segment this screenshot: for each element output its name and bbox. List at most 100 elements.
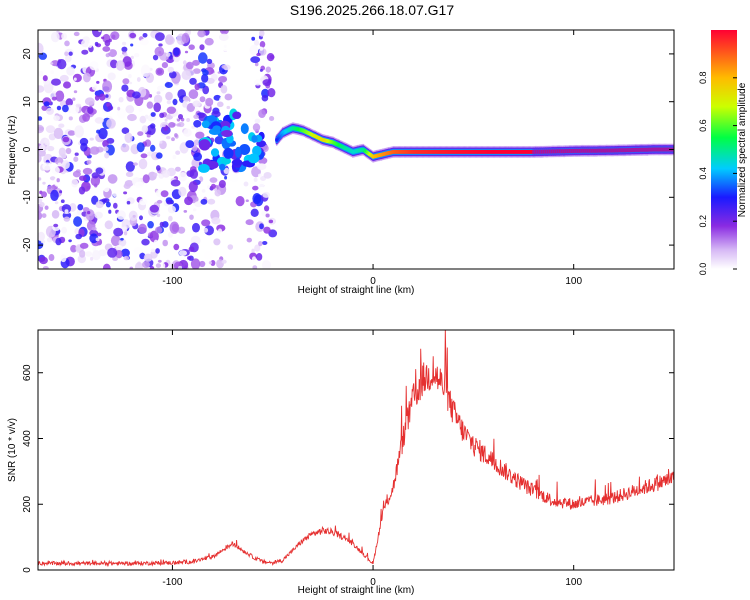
- colorbar-label: Normalized spectral amplitude: [737, 82, 748, 217]
- spectrogram-blob: [182, 60, 187, 65]
- spectrogram-blob: [201, 189, 206, 193]
- spectrogram-blob: [59, 74, 69, 82]
- spectrogram-ridge-core: [411, 150, 413, 154]
- spectrogram-blob: [146, 101, 154, 109]
- y-tick-label: -10: [22, 190, 33, 205]
- spectrogram-blob: [147, 221, 154, 229]
- spectrogram-blob: [47, 145, 55, 152]
- spectrogram-ridge-core: [291, 127, 294, 130]
- spectrogram-blob: [98, 127, 108, 140]
- spectrogram-blob: [223, 44, 227, 49]
- spectrogram-blob: [219, 163, 226, 171]
- spectrogram-blob: [165, 91, 173, 101]
- spectrogram-blob: [65, 147, 72, 155]
- spectrogram-ridge-core: [501, 150, 503, 154]
- spectrogram-blob: [166, 52, 171, 57]
- spectrogram-ridge-core: [440, 150, 442, 154]
- spectrogram-blob: [221, 129, 233, 138]
- spectrogram-ridge-core: [465, 150, 467, 154]
- spectrogram-ridge-core: [461, 150, 463, 154]
- spectrogram-ridge-core: [383, 153, 385, 156]
- spectrogram-ridge-core: [439, 150, 441, 154]
- spectrogram-blob: [150, 112, 156, 117]
- spectrogram-blob: [249, 44, 259, 56]
- spectrogram-blob: [256, 52, 261, 57]
- spectrogram-blob: [68, 116, 73, 121]
- spectrogram-ridge-core: [427, 150, 429, 154]
- spectrogram-blob: [156, 91, 161, 95]
- spectrogram-blob: [132, 214, 136, 218]
- spectrogram-ridge-core: [442, 150, 444, 154]
- spectrogram-blob: [38, 211, 43, 220]
- spectrogram-blob: [247, 153, 260, 164]
- spectrogram-blob: [174, 133, 178, 138]
- spectrogram-ridge-core: [485, 150, 487, 154]
- spectrogram-blob: [168, 122, 176, 128]
- spectrogram-blob: [96, 80, 100, 84]
- spectrogram-blob: [169, 55, 173, 60]
- spectrogram-blob: [219, 33, 229, 41]
- spectrogram-blob: [102, 80, 113, 93]
- spectrogram-blob: [193, 114, 199, 119]
- spectrogram-blob: [73, 216, 83, 227]
- spectrogram-blob: [198, 52, 208, 64]
- spectrogram-blob: [203, 227, 209, 233]
- spectrogram-blob: [204, 225, 215, 236]
- spectrogram-ridge-core: [478, 150, 480, 154]
- spectrogram-ridge-core: [376, 154, 378, 158]
- spectrogram-blob: [48, 254, 55, 261]
- spectrogram-blob: [110, 235, 121, 247]
- spectrogram-ridge-core: [414, 150, 416, 154]
- spectrogram-blob: [130, 43, 134, 47]
- spectrogram-blob: [76, 208, 82, 216]
- spectrogram-blob: [189, 169, 199, 179]
- spectrogram-blob: [210, 148, 220, 157]
- spectrogram-ridge-core: [513, 150, 515, 154]
- snr-panel: -100 0 100 0 200 400 600 Height of straight l…: [7, 329, 675, 596]
- spectrogram-ridge-core: [373, 155, 375, 158]
- spectrogram-blob: [201, 120, 210, 129]
- spectrogram-ridge-core: [477, 150, 479, 154]
- spectrogram-blob: [203, 251, 213, 260]
- spectrogram-blob: [161, 62, 168, 69]
- spectrogram-blob: [132, 91, 141, 99]
- spectrogram-blob: [74, 152, 79, 156]
- spectrogram-ridge-core: [482, 150, 484, 154]
- spectrogram-blob: [160, 190, 169, 198]
- spectrogram-blob: [122, 41, 127, 46]
- spectrogram-ridge-core: [339, 144, 342, 147]
- spectrogram-blob: [104, 39, 111, 47]
- y-tick-label: 200: [22, 495, 33, 512]
- spectrogram-blob: [252, 193, 262, 205]
- spectrogram-blob: [153, 172, 158, 177]
- spectrogram-blob: [64, 118, 74, 128]
- spectrogram-ridge-core: [470, 150, 472, 154]
- spectrogram-blob: [138, 107, 143, 112]
- spectrogram-blob: [102, 46, 111, 52]
- spectrogram-ridge-core: [469, 150, 471, 154]
- spectrogram-ridge-core: [389, 151, 391, 154]
- spectrogram-blob: [45, 125, 56, 134]
- spectrogram-ridge-core: [441, 150, 443, 154]
- spectrogram-ridge-core: [381, 153, 383, 156]
- spectrogram-ridge-core: [378, 154, 380, 157]
- spectrogram-blob: [218, 76, 228, 83]
- spectrogram-blob: [85, 251, 93, 257]
- y-tick-label: 10: [22, 96, 33, 108]
- spectrogram-blob: [192, 208, 197, 212]
- spectrogram-blob: [118, 97, 124, 103]
- spectrogram-blob: [120, 143, 130, 153]
- spectrogram-ridge-core: [407, 150, 409, 154]
- spectrogram-blob: [39, 144, 46, 152]
- spectrogram-blob: [201, 219, 211, 227]
- spectrogram-ridge-core: [357, 149, 359, 153]
- spectrogram-ridge-core: [277, 137, 280, 140]
- spectrogram-blob: [178, 250, 187, 256]
- spectrogram-ridge-core: [487, 150, 489, 154]
- spectrogram-blob: [158, 43, 163, 47]
- spectrogram-ridge-core: [320, 137, 323, 141]
- spectrogram-blob: [156, 213, 161, 218]
- spectrogram-blob: [57, 59, 67, 70]
- spectrogram-blob: [134, 53, 140, 58]
- spectrogram-blob: [191, 125, 195, 129]
